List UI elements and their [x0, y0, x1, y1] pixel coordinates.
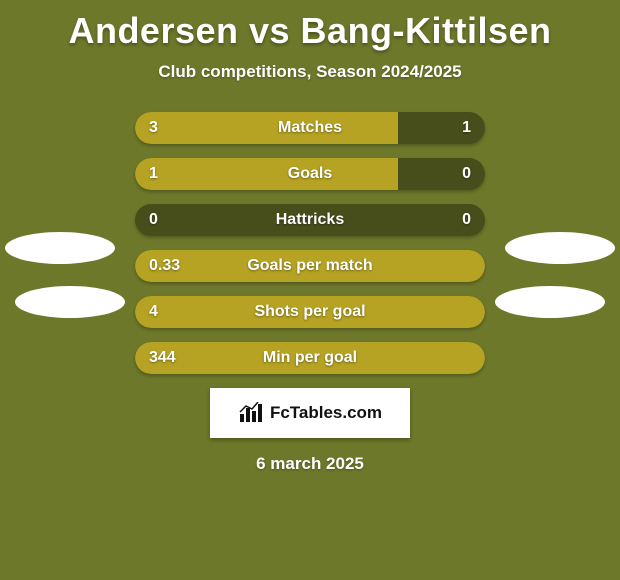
- stat-row-value-left: 344: [149, 342, 176, 374]
- page-title: Andersen vs Bang-Kittilsen: [0, 0, 620, 52]
- stat-row-value-right: 0: [462, 204, 471, 236]
- stat-row-label: Goals: [135, 158, 485, 190]
- stat-row-label: Hattricks: [135, 204, 485, 236]
- stat-row-value-left: 4: [149, 296, 158, 328]
- stat-row: Hattricks0 0: [135, 204, 485, 236]
- stats-area: Matches31Goals10Hattricks00Goals per mat…: [0, 112, 620, 374]
- bar-chart-icon: [238, 402, 266, 424]
- stat-row-label: Goals per match: [135, 250, 485, 282]
- brand-text: FcTables.com: [270, 403, 382, 423]
- stat-row-value-left: 0: [149, 204, 158, 236]
- page-subtitle: Club competitions, Season 2024/2025: [0, 62, 620, 82]
- stat-row-value-right: 0: [462, 158, 471, 190]
- player-left-oval-1: [5, 232, 115, 264]
- stat-row-value-left: 0.33: [149, 250, 180, 282]
- stat-row-label: Min per goal: [135, 342, 485, 374]
- player-left-oval-2: [15, 286, 125, 318]
- stat-row-label: Shots per goal: [135, 296, 485, 328]
- player-right-oval-2: [495, 286, 605, 318]
- stat-row: Goals per match0.33: [135, 250, 485, 282]
- stat-row: Goals1 0: [135, 158, 485, 190]
- stat-row-value-right: 1: [462, 112, 471, 144]
- stat-row: Shots per goal4: [135, 296, 485, 328]
- footer-date: 6 march 2025: [0, 454, 620, 474]
- stat-row: Matches3 1: [135, 112, 485, 144]
- stat-row-label: Matches: [135, 112, 485, 144]
- brand-box: FcTables.com: [210, 388, 410, 438]
- player-right-oval-1: [505, 232, 615, 264]
- stat-row-value-left: 3: [149, 112, 158, 144]
- stat-row-value-left: 1: [149, 158, 158, 190]
- stat-row: Min per goal344: [135, 342, 485, 374]
